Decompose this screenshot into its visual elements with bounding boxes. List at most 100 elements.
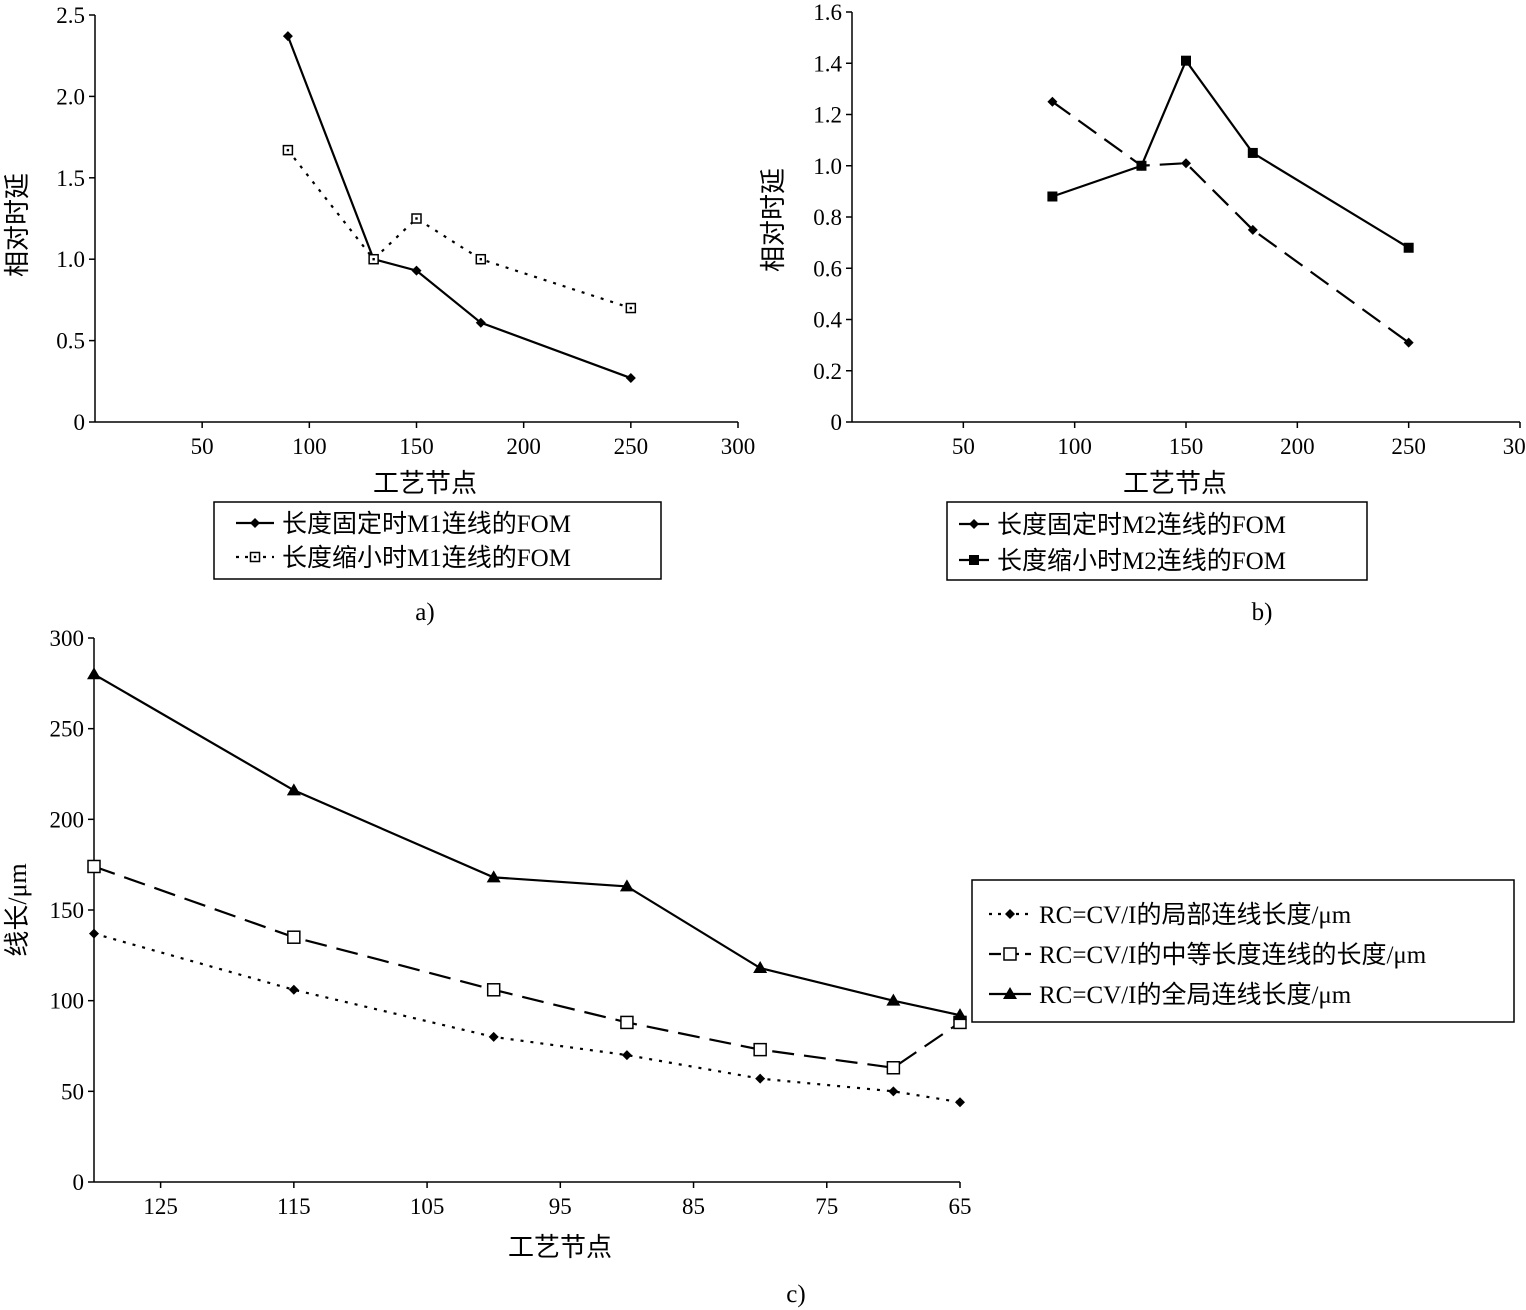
a-series-2-point [411,213,422,224]
c-series-3-point [886,993,901,1006]
a-series-2-point-dot [629,306,633,310]
b-series-2-point [1181,55,1191,66]
b-y-tick-label: 0.2 [813,359,842,384]
b-series-2-point [1403,242,1414,253]
c-y-tick-label: 150 [50,898,85,923]
panel-b-x-axis-label: 工艺节点 [1123,469,1227,498]
c-series-3-point [753,961,768,974]
panel-c-caption: c) [786,1281,805,1308]
a-series-2-point [282,144,294,156]
c-series-3-point [486,870,501,883]
b-legend-marker-1 [969,519,979,529]
c-x-tick-label: 85 [682,1194,705,1219]
c-series-2-point [886,1061,901,1075]
a-x-tick-label: 200 [506,434,541,459]
a-series-1-point [625,373,636,384]
b-x-tick-label: 250 [1391,434,1426,459]
panel-b-legend: 长度固定时M2连线的FOM 长度缩小时M2连线的FOM [959,511,1286,575]
c-y-tick-label: 100 [50,989,85,1014]
panel-a-caption: a) [415,599,434,626]
panel-b-caption: b) [1252,599,1273,626]
a-legend-label-1: 长度固定时M1连线的FOM [282,510,571,538]
b-legend-label-1: 长度固定时M2连线的FOM [997,511,1286,539]
panel-c-legend: RC=CV/I的局部连线长度/μm RC=CV/I的中等长度连线的长度/μm RC=… [989,901,1427,1009]
b-series-2-point [1136,160,1147,171]
b-series-2-line [1052,58,1410,249]
c-y-tick-label: 50 [61,1079,84,1104]
c-series-2-point [486,983,501,997]
panel-c-y-axis-label: 线长/μm [3,863,32,956]
a-legend-marker-2 [249,551,261,563]
c-legend-marker-3 [1003,987,1017,999]
b-y-tick-label: 0 [831,410,843,435]
a-y-tick-label: 2.5 [56,3,85,28]
b-x-tick-label: 50 [952,434,975,459]
b-series-1-point [1247,224,1258,235]
b-y-tick-label: 1.0 [813,154,842,179]
c-series-1-point [755,1073,766,1084]
panel-a-legend: 长度固定时M1连线的FOM 长度缩小时M1连线的FOM [236,510,571,572]
panel-a-legend-box [213,501,662,580]
b-x-tick-label: 200 [1280,434,1315,459]
c-series-2-point [753,1042,767,1057]
c-series-2-point [620,1015,634,1030]
a-series-1-point [411,265,422,276]
b-y-tick-label: 1.4 [813,51,842,76]
b-x-tick-label: 150 [1169,434,1204,459]
a-x-tick-label: 300 [721,434,756,459]
c-legend-marker-2 [1003,947,1017,961]
c-series-2-point [87,859,101,874]
b-x-tick-label: 100 [1057,434,1092,459]
c-series-1-point [488,1031,499,1042]
c-series-2-line [93,865,961,1069]
a-series-2-point-dot [479,258,482,261]
a-x-tick-label: 50 [191,434,214,459]
c-series-3-point [87,667,101,680]
b-series-1-point [1403,337,1414,348]
a-series-2-point-dot [286,148,290,152]
c-series-1-point [955,1097,965,1108]
a-legend-marker-2-dot [253,555,257,559]
b-series-1-line [1051,100,1410,344]
c-x-tick-label: 65 [949,1194,972,1219]
b-series-2-point [1047,191,1058,202]
a-y-tick-label: 2.0 [56,84,85,109]
c-series-1-line [93,932,961,1104]
c-series-1-point [888,1086,899,1097]
c-x-tick-label: 115 [277,1194,311,1219]
a-legend-marker-1 [250,518,260,528]
c-series-3-point [953,1008,967,1021]
c-x-tick-label: 105 [410,1194,445,1219]
panel-b-y-axis-label: 相对时延 [759,168,788,272]
a-series-2-point [368,253,379,265]
c-y-tick-label: 300 [50,626,85,651]
c-series-1-point [621,1050,632,1061]
c-series-2-point [287,930,301,944]
b-legend-marker-2 [969,555,979,565]
a-legend-label-2: 长度缩小时M1连线的FOM [282,544,571,572]
b-y-tick-label: 0.6 [813,256,842,281]
c-series-3-point [286,783,301,796]
b-series-2-point [1247,147,1258,158]
a-series-2-point [625,302,637,314]
c-x-tick-label: 95 [549,1194,572,1219]
panel-b-legend-box [946,501,1368,581]
b-x-tick-label: 300 [1503,434,1526,459]
a-y-tick-label: 0 [74,410,86,435]
a-series-1-point [282,31,293,42]
panel-c-chart: 线长/μm 工艺节点 RC=CV/I的局部连线长度/μm RC=CV/I的中等长度… [3,626,1515,1308]
panel-a-y-axis-label: 相对时延 [3,173,32,277]
c-y-tick-label: 250 [50,717,85,742]
b-y-tick-label: 1.6 [813,0,842,25]
c-series-1-point [89,928,99,939]
c-legend-label-1: RC=CV/I的局部连线长度/μm [1039,901,1352,929]
a-x-tick-label: 150 [399,434,434,459]
a-y-tick-label: 1.0 [56,247,85,272]
a-series-2-point-dot [415,217,418,220]
b-series-1-point [1181,158,1191,169]
c-series-1-point [288,984,299,995]
b-y-tick-label: 1.2 [813,103,842,128]
a-series-1-line [286,35,632,380]
